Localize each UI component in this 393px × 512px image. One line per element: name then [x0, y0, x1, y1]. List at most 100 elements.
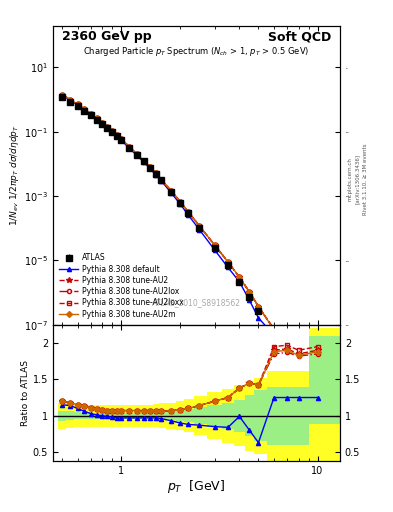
Pythia 8.308 tune-AU2loxx	[285, 349, 290, 355]
Pythia 8.308 tune-AU2lox	[256, 304, 261, 310]
Pythia 8.308 tune-AU2lox	[226, 259, 230, 265]
Pythia 8.308 tune-AU2m	[114, 132, 119, 138]
Pythia 8.308 tune-AU2m	[100, 119, 105, 125]
Line: Pythia 8.308 default: Pythia 8.308 default	[60, 93, 320, 412]
Pythia 8.308 default	[100, 120, 105, 126]
Pythia 8.308 tune-AU2	[226, 259, 230, 265]
Pythia 8.308 default	[226, 264, 230, 270]
Pythia 8.308 default	[94, 116, 99, 122]
Pythia 8.308 tune-AU2loxx	[134, 151, 139, 157]
Pythia 8.308 tune-AU2m	[237, 274, 242, 280]
Pythia 8.308 tune-AU2lox	[114, 132, 119, 138]
Pythia 8.308 tune-AU2loxx	[114, 132, 119, 138]
Pythia 8.308 tune-AU2	[169, 188, 174, 194]
Pythia 8.308 tune-AU2m	[94, 115, 99, 121]
Pythia 8.308 tune-AU2lox	[159, 177, 163, 183]
Pythia 8.308 tune-AU2lox	[315, 401, 320, 408]
Text: Charged Particle $p_T$ Spectrum ($N_{ch}$ > 1, $p_T$ > 0.5 GeV): Charged Particle $p_T$ Spectrum ($N_{ch}…	[83, 45, 310, 58]
Text: mcplots.cern.ch: mcplots.cern.ch	[347, 157, 352, 201]
Pythia 8.308 tune-AU2	[256, 304, 261, 310]
Pythia 8.308 tune-AU2lox	[178, 199, 183, 205]
Pythia 8.308 default	[178, 201, 183, 207]
Pythia 8.308 tune-AU2loxx	[60, 92, 64, 98]
Pythia 8.308 tune-AU2	[315, 401, 320, 407]
Pythia 8.308 default	[247, 297, 252, 304]
Pythia 8.308 tune-AU2loxx	[147, 164, 152, 170]
Pythia 8.308 tune-AU2lox	[247, 289, 252, 295]
Pythia 8.308 tune-AU2m	[272, 327, 276, 333]
Pythia 8.308 tune-AU2lox	[105, 123, 110, 130]
Pythia 8.308 tune-AU2	[114, 132, 119, 138]
Pythia 8.308 tune-AU2	[119, 136, 123, 142]
Pythia 8.308 tune-AU2loxx	[247, 289, 252, 295]
Text: 2360 GeV pp: 2360 GeV pp	[62, 30, 151, 43]
Pythia 8.308 default	[285, 355, 290, 361]
Legend: ATLAS, Pythia 8.308 default, Pythia 8.308 tune-AU2, Pythia 8.308 tune-AU2lox, Py: ATLAS, Pythia 8.308 default, Pythia 8.30…	[57, 251, 186, 321]
Pythia 8.308 tune-AU2m	[141, 158, 146, 164]
Pythia 8.308 tune-AU2m	[159, 177, 163, 183]
Pythia 8.308 default	[88, 112, 93, 118]
Pythia 8.308 tune-AU2m	[285, 350, 290, 356]
Pythia 8.308 tune-AU2m	[315, 401, 320, 408]
Pythia 8.308 tune-AU2	[88, 111, 93, 117]
Pythia 8.308 tune-AU2m	[213, 242, 217, 248]
Pythia 8.308 tune-AU2lox	[285, 350, 290, 356]
Pythia 8.308 tune-AU2	[68, 96, 73, 102]
Text: Rivet 3.1.10, ≥ 3M events: Rivet 3.1.10, ≥ 3M events	[363, 143, 368, 215]
Pythia 8.308 tune-AU2m	[110, 128, 114, 134]
Pythia 8.308 tune-AU2loxx	[256, 304, 261, 310]
Pythia 8.308 tune-AU2lox	[147, 164, 152, 170]
Pythia 8.308 tune-AU2lox	[119, 136, 123, 142]
Pythia 8.308 default	[315, 407, 320, 413]
Pythia 8.308 tune-AU2loxx	[296, 369, 301, 375]
Pythia 8.308 tune-AU2loxx	[94, 115, 99, 121]
Pythia 8.308 tune-AU2lox	[110, 128, 114, 134]
Pythia 8.308 default	[197, 226, 202, 232]
Pythia 8.308 default	[141, 159, 146, 165]
Pythia 8.308 default	[119, 137, 123, 143]
Pythia 8.308 tune-AU2	[213, 242, 217, 248]
Pythia 8.308 tune-AU2lox	[186, 209, 191, 215]
Pythia 8.308 tune-AU2m	[296, 370, 301, 376]
X-axis label: $p_T$  [GeV]: $p_T$ [GeV]	[167, 478, 226, 496]
Pythia 8.308 tune-AU2	[237, 274, 242, 280]
Pythia 8.308 tune-AU2	[197, 223, 202, 229]
Pythia 8.308 default	[159, 178, 163, 184]
Pythia 8.308 default	[134, 153, 139, 159]
Pythia 8.308 tune-AU2m	[147, 164, 152, 170]
Pythia 8.308 default	[169, 190, 174, 196]
Pythia 8.308 tune-AU2	[296, 369, 301, 375]
Pythia 8.308 tune-AU2loxx	[315, 401, 320, 407]
Pythia 8.308 tune-AU2m	[169, 188, 174, 194]
Pythia 8.308 tune-AU2m	[127, 144, 132, 150]
Pythia 8.308 tune-AU2lox	[94, 115, 99, 121]
Pythia 8.308 tune-AU2	[159, 177, 163, 183]
Pythia 8.308 tune-AU2m	[82, 106, 87, 112]
Pythia 8.308 tune-AU2	[82, 106, 87, 112]
Line: Pythia 8.308 tune-AU2: Pythia 8.308 tune-AU2	[59, 92, 320, 407]
Line: Pythia 8.308 tune-AU2m: Pythia 8.308 tune-AU2m	[60, 93, 320, 407]
Pythia 8.308 default	[237, 279, 242, 285]
Pythia 8.308 default	[256, 315, 261, 321]
Pythia 8.308 tune-AU2loxx	[272, 326, 276, 332]
Pythia 8.308 tune-AU2	[94, 115, 99, 121]
Pythia 8.308 tune-AU2loxx	[68, 96, 73, 102]
Pythia 8.308 tune-AU2	[75, 101, 80, 108]
Pythia 8.308 tune-AU2lox	[197, 223, 202, 229]
Pythia 8.308 tune-AU2m	[178, 199, 183, 205]
Pythia 8.308 default	[147, 165, 152, 172]
Y-axis label: Ratio to ATLAS: Ratio to ATLAS	[21, 360, 30, 426]
Pythia 8.308 tune-AU2	[100, 119, 105, 125]
Pythia 8.308 tune-AU2loxx	[119, 136, 123, 142]
Pythia 8.308 default	[68, 97, 73, 103]
Pythia 8.308 tune-AU2m	[247, 289, 252, 295]
Pythia 8.308 default	[114, 133, 119, 139]
Pythia 8.308 tune-AU2loxx	[159, 177, 163, 183]
Pythia 8.308 default	[110, 129, 114, 135]
Y-axis label: $1/N_{ev}$ $1/2\pi p_T$ $d\sigma/d\eta dp_T$: $1/N_{ev}$ $1/2\pi p_T$ $d\sigma/d\eta d…	[8, 124, 22, 226]
Pythia 8.308 tune-AU2lox	[88, 111, 93, 117]
Pythia 8.308 tune-AU2	[272, 326, 276, 332]
Pythia 8.308 tune-AU2loxx	[237, 274, 242, 280]
Pythia 8.308 tune-AU2loxx	[169, 188, 174, 194]
Pythia 8.308 tune-AU2m	[119, 136, 123, 142]
